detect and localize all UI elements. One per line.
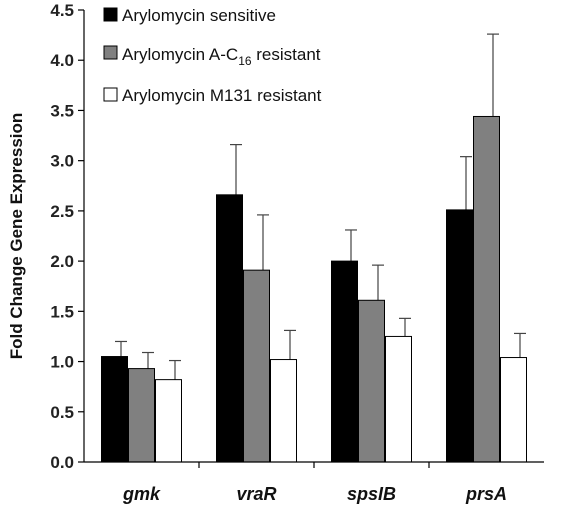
y-tick-label: 0.0 (50, 453, 74, 472)
legend-label-prefix: Arylomycin A-C (122, 45, 238, 64)
legend-label-sensitive: Arylomycin sensitive (122, 6, 276, 25)
bar-spsib-series-1 (358, 299, 385, 463)
y-tick-label: 3.5 (50, 101, 74, 120)
legend-item-m131-resistant: Arylomycin M131 resistant (103, 86, 322, 105)
legend-item-a-c16-resistant: Arylomycin A-C16 resistant (103, 45, 321, 68)
plot-area (101, 33, 527, 463)
category-label-prsa: prsA (465, 484, 507, 504)
bar-gmk-series-2 (155, 379, 182, 463)
category-label-gmk: gmk (122, 484, 161, 504)
legend: Arylomycin sensitive Arylomycin A-C16 re… (103, 6, 322, 105)
bar-spsib-series-2 (385, 335, 412, 463)
bar-spsib-series-0 (331, 260, 358, 463)
x-axis: gmk vraR spsIB prsA (84, 461, 544, 504)
bar-vrar-series-2 (270, 359, 297, 463)
legend-label-subscript: 16 (238, 54, 252, 68)
category-label-spsib: spsIB (347, 484, 396, 504)
legend-label-m131-resistant: Arylomycin M131 resistant (122, 86, 322, 105)
bar-prsa-series-1 (473, 115, 500, 463)
y-tick-label: 1.5 (50, 302, 74, 321)
bar-prsa-series-2 (500, 357, 527, 463)
y-tick-label: 3.0 (50, 152, 74, 171)
y-tick-label: 2.0 (50, 252, 74, 271)
y-tick-label: 1.0 (50, 353, 74, 372)
legend-item-sensitive: Arylomycin sensitive (103, 6, 276, 25)
bar-vrar-series-0 (216, 194, 243, 463)
y-axis: 0.0 0.5 1.0 1.5 2.0 2.5 3.0 3.5 4.0 4.5 (50, 1, 85, 472)
legend-label-suffix: resistant (252, 45, 321, 64)
y-tick-label: 0.5 (50, 403, 74, 422)
legend-swatch-a-c16-resistant (103, 45, 118, 60)
bar-vrar-series-1 (243, 269, 270, 463)
bar-gmk-series-0 (101, 356, 128, 463)
y-tick-label: 2.5 (50, 202, 74, 221)
y-axis-title: Fold Change Gene Expression (7, 113, 26, 360)
y-tick-label: 4.5 (50, 1, 74, 20)
bar-prsa-series-0 (446, 209, 473, 463)
bar-gmk-series-1 (128, 368, 155, 463)
legend-swatch-sensitive (103, 7, 118, 22)
y-tick-label: 4.0 (50, 51, 74, 70)
legend-swatch-m131-resistant (103, 87, 118, 102)
legend-label-a-c16-resistant: Arylomycin A-C16 resistant (122, 45, 321, 68)
category-label-vrar: vraR (236, 484, 276, 504)
